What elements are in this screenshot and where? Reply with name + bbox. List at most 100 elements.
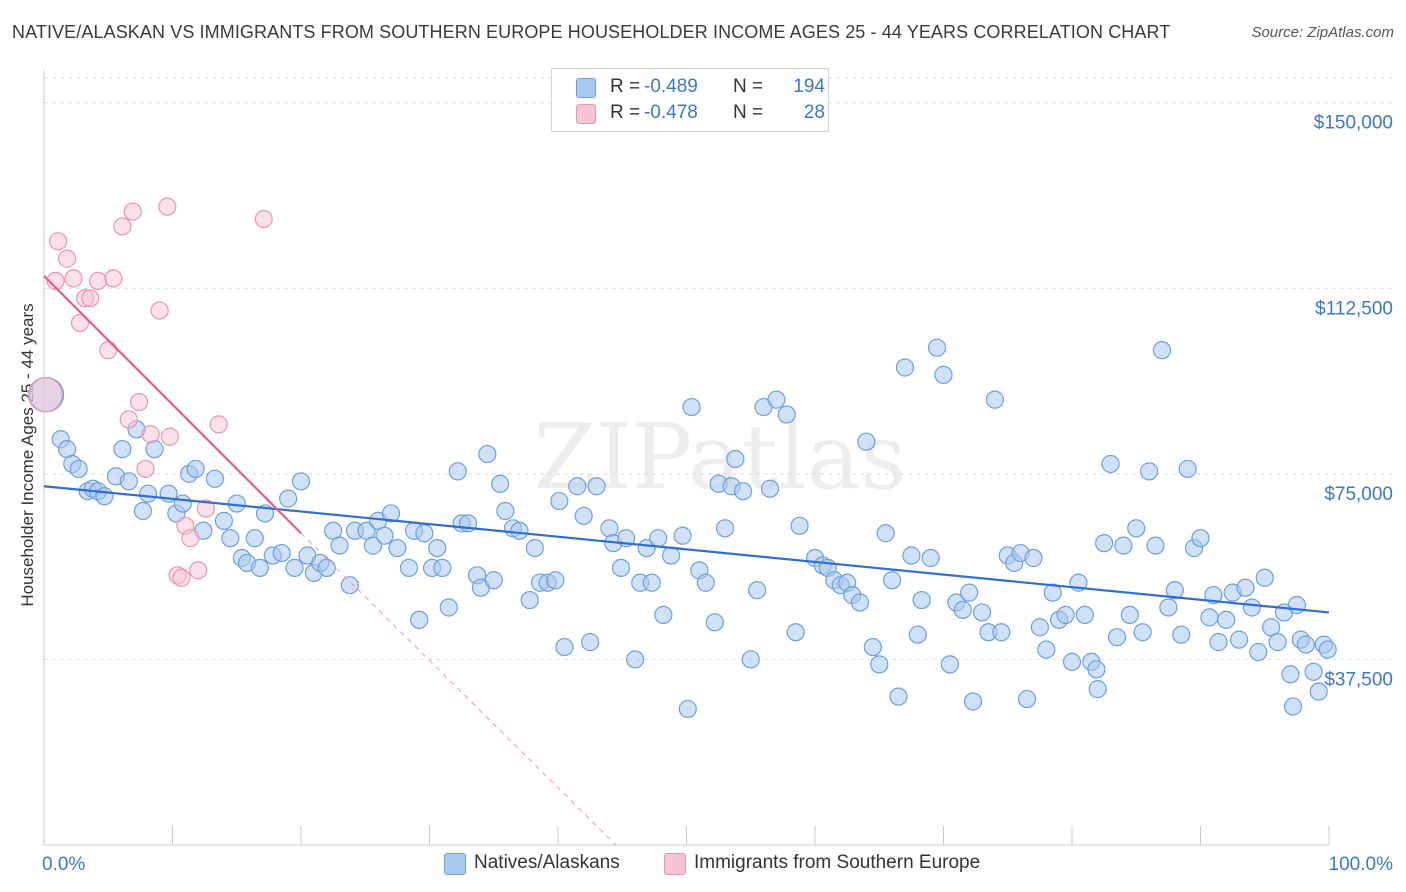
- native-point: [510, 521, 529, 540]
- immigrant-point: [158, 197, 177, 216]
- native-point: [285, 558, 304, 577]
- native-point: [625, 650, 645, 669]
- immigrant-point: [196, 499, 216, 518]
- immigrant-point: [119, 410, 138, 429]
- native-point: [568, 477, 587, 496]
- legend-swatch-natives: [444, 853, 466, 875]
- native-point: [363, 536, 383, 555]
- legend-swatch-immigrants: [664, 853, 686, 875]
- native-point: [748, 581, 767, 600]
- native-point: [478, 444, 497, 464]
- native-point: [145, 440, 164, 459]
- native-point: [1037, 640, 1056, 659]
- native-point: [889, 687, 908, 706]
- native-point: [673, 526, 692, 545]
- native-point: [940, 655, 960, 674]
- legend-n-label: N =: [733, 102, 764, 123]
- native-point: [992, 623, 1011, 642]
- legend-r-label: R =: [610, 76, 641, 97]
- gridlines: [44, 77, 1396, 660]
- native-point: [272, 543, 291, 563]
- immigrant-point: [181, 529, 200, 548]
- immigrant-point: [27, 377, 63, 413]
- native-point: [876, 524, 895, 543]
- legend-r-label: R =: [610, 102, 641, 123]
- native-point: [250, 558, 269, 577]
- native-point: [1249, 642, 1268, 662]
- native-point: [1209, 633, 1228, 652]
- legend-swatch-natives: [576, 78, 596, 98]
- native-point: [895, 358, 915, 377]
- y-tick-label: $37,500: [1324, 669, 1393, 690]
- legend-n-value: 28: [803, 102, 825, 123]
- native-point: [1165, 581, 1184, 600]
- native-point: [790, 516, 809, 535]
- native-point: [678, 699, 697, 719]
- native-point: [279, 489, 298, 508]
- native-point: [1024, 548, 1043, 568]
- native-point: [375, 526, 394, 545]
- immigrant-point: [123, 202, 142, 221]
- legend-n-label: N =: [733, 76, 764, 97]
- native-point: [574, 506, 593, 526]
- native-point: [138, 484, 158, 503]
- native-point: [1107, 628, 1127, 647]
- immigrant-point: [113, 217, 132, 236]
- native-point: [410, 610, 429, 629]
- native-point: [682, 397, 701, 417]
- native-point: [520, 590, 539, 610]
- native-point: [857, 432, 876, 451]
- native-point: [428, 538, 447, 558]
- chart-title: NATIVE/ALASKAN VS IMMIGRANTS FROM SOUTHE…: [12, 22, 1171, 42]
- native-point: [786, 623, 805, 642]
- y-tick-label: $150,000: [1314, 113, 1393, 134]
- immigrant-point: [172, 568, 191, 587]
- native-point: [1200, 608, 1219, 627]
- legend-n-value: 194: [793, 76, 825, 97]
- native-point: [1304, 662, 1323, 681]
- immigrant-point: [129, 393, 149, 412]
- legend-r-value: -0.489: [644, 76, 698, 97]
- native-point: [642, 573, 661, 592]
- native-point: [1242, 598, 1262, 617]
- native-point: [654, 605, 673, 625]
- native-point: [863, 637, 882, 657]
- x-tick-label: 0.0%: [42, 854, 85, 875]
- legend-swatch-immigrants: [576, 104, 596, 124]
- native-point: [1268, 633, 1287, 652]
- native-point: [1172, 625, 1191, 644]
- immigrants-trend-line: [43, 275, 302, 535]
- native-point: [1127, 519, 1146, 538]
- immigrant-point: [141, 425, 160, 444]
- native-point: [525, 538, 544, 558]
- immigrant-point: [209, 415, 228, 434]
- native-point: [908, 625, 927, 644]
- native-point: [715, 519, 735, 538]
- watermark: ZIPatlas: [533, 405, 906, 510]
- immigrant-point: [58, 249, 77, 268]
- native-point: [340, 576, 359, 595]
- native-point: [870, 655, 889, 674]
- native-point: [448, 462, 467, 481]
- native-point: [399, 558, 419, 577]
- native-point: [611, 558, 631, 577]
- native-point: [1139, 462, 1159, 481]
- native-point: [1075, 605, 1094, 625]
- tick-labels: $37,500 $75,000 $112,500 $150,000 0.0% 100.0%: [42, 113, 1393, 875]
- native-point: [1318, 640, 1337, 659]
- native-point: [69, 459, 88, 479]
- native-point: [1217, 610, 1236, 629]
- native-point: [1159, 598, 1178, 617]
- native-point: [1087, 660, 1106, 679]
- native-point: [1101, 454, 1120, 474]
- native-point: [433, 558, 452, 577]
- native-point: [661, 546, 681, 565]
- native-point: [953, 600, 972, 620]
- native-point: [1204, 586, 1223, 605]
- native-point: [777, 405, 796, 424]
- immigrant-point: [81, 289, 100, 308]
- native-point: [696, 573, 715, 592]
- native-point: [205, 469, 225, 488]
- native-point: [1146, 536, 1165, 555]
- immigrant-point: [150, 301, 169, 320]
